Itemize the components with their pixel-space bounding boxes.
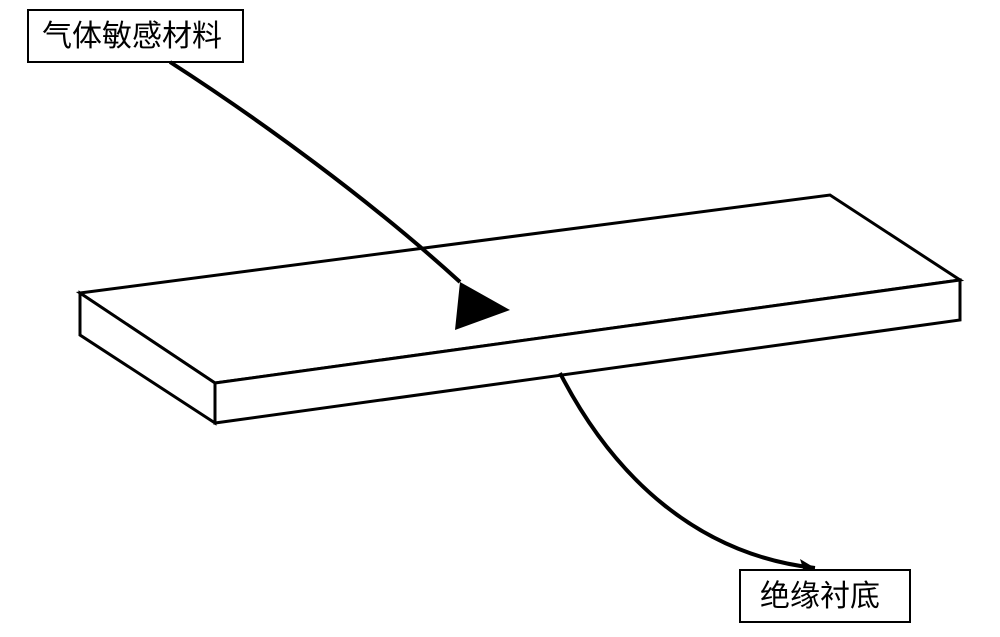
bottom-label-text: 绝缘衬底 xyxy=(760,580,880,613)
top-label-text: 气体敏感材料 xyxy=(42,20,222,53)
bottom-arrow-curve xyxy=(560,373,815,568)
